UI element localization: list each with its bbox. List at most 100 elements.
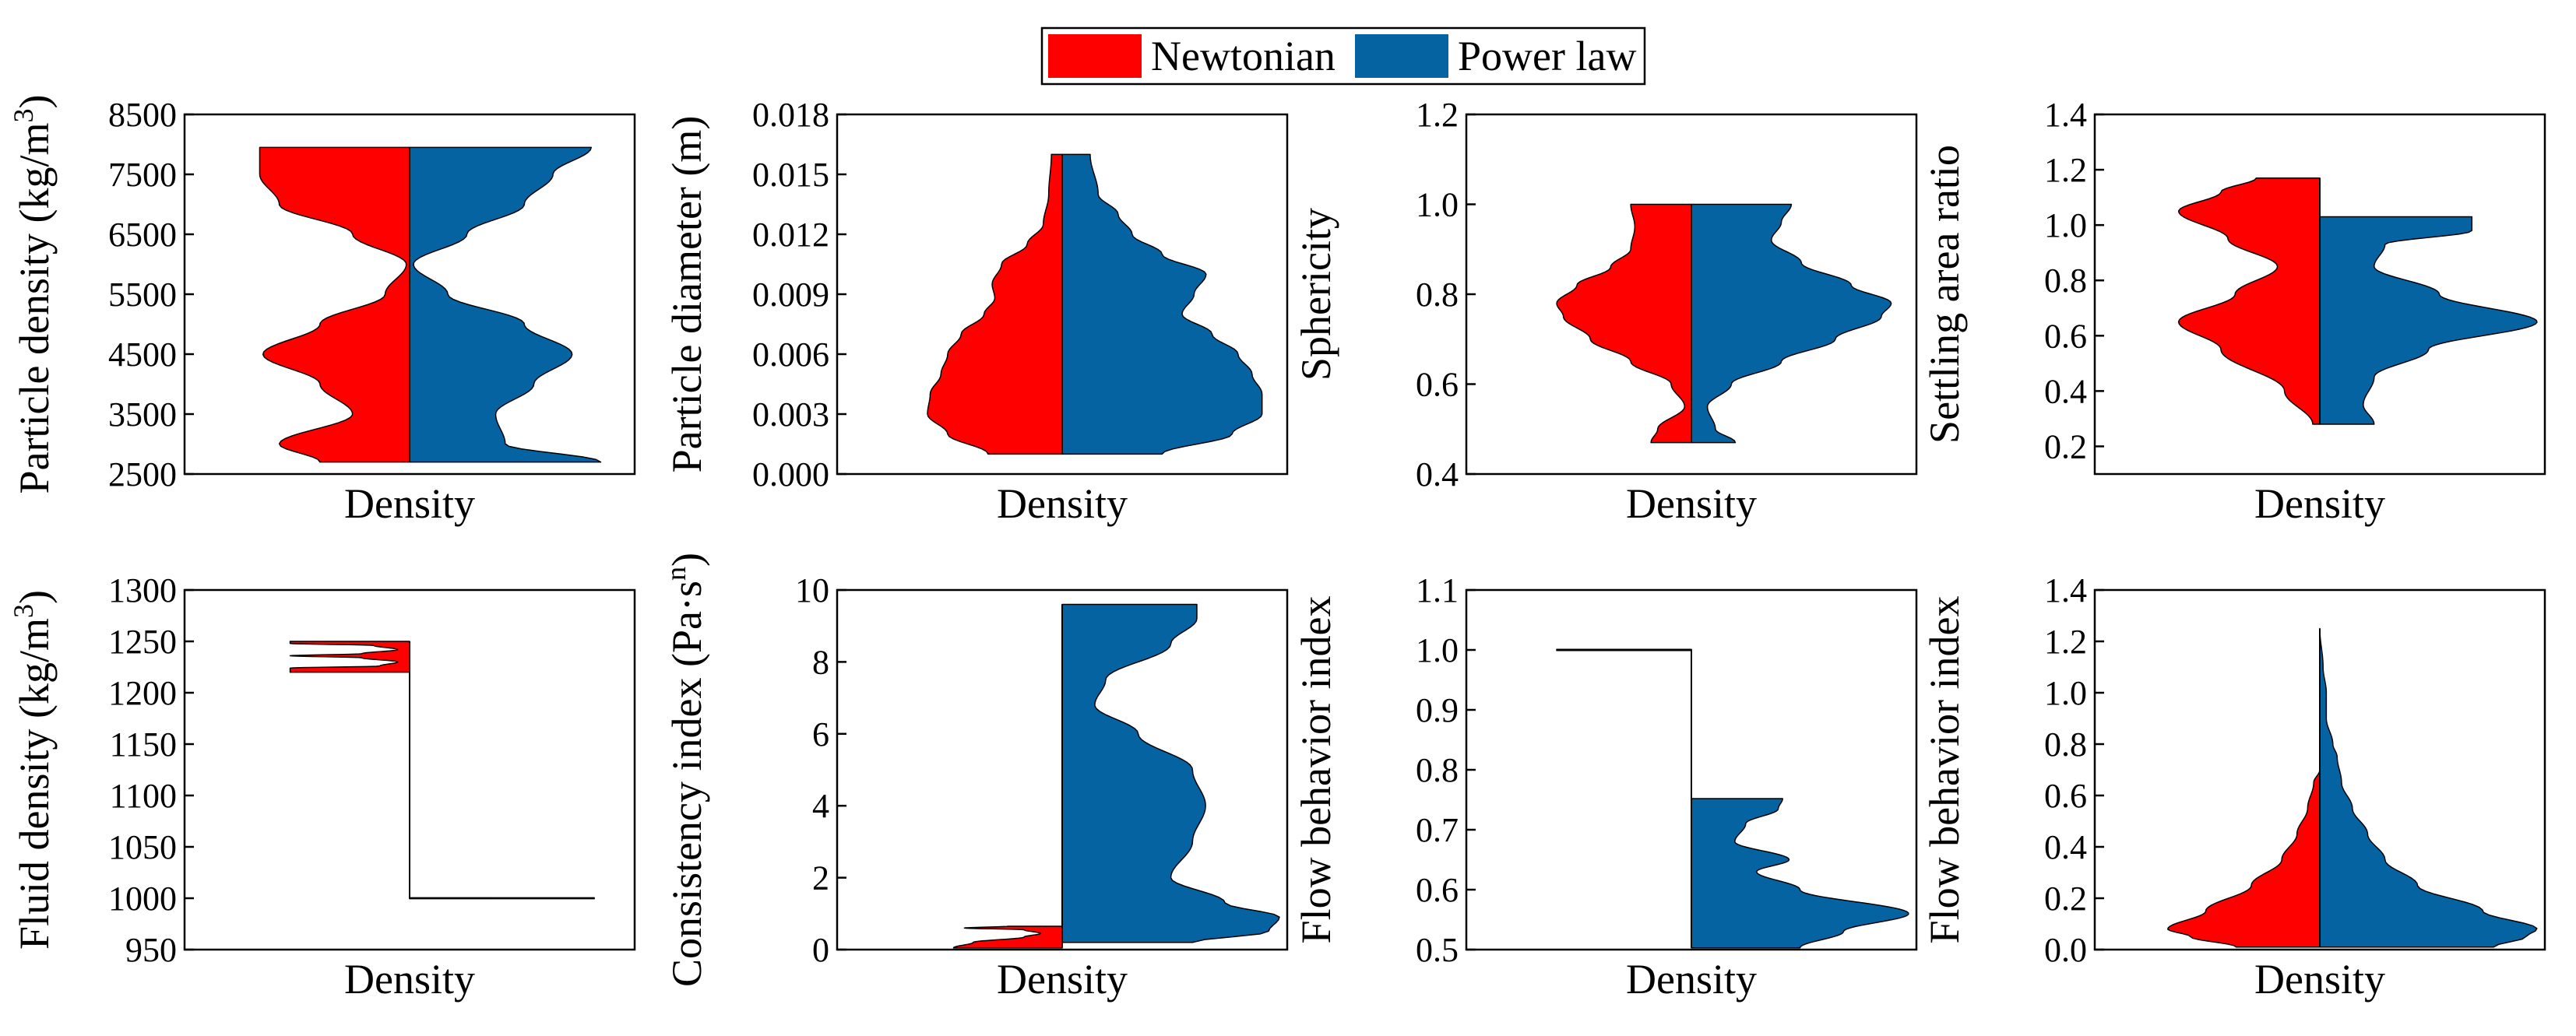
y-tick-label-5-7: 1300 [108,571,177,609]
y-tick-label-7-1: 0.6 [1416,871,1459,909]
y-tick-label-1-3: 5500 [108,276,177,314]
y-tick-label-4-3: 0.8 [2044,262,2087,300]
plot-frame-8 [2093,588,2546,951]
violin-power-law-4 [2319,216,2538,425]
violin-panel-5: 950 1000 1050 1100 1150 1200 1250 1300 Density Fl… [8,571,636,1003]
y-axis-label-7: Flow behavior index [1293,596,1339,944]
x-axis-label-8: Density [2254,956,2385,1003]
legend-label-power-law: Power law [1458,33,1636,79]
y-tick-label-7-3: 0.8 [1416,751,1459,789]
y-tick-label-4-0: 0.2 [2044,427,2087,465]
y-axis-label-text-5: Fluid density (kg/m [11,618,58,950]
y-tick-label-4-1: 0.4 [2044,372,2087,410]
y-tick-label-8-4: 0.8 [2044,725,2087,764]
violin-panel-6: 0 2 4 6 8 10 Density Consistency index (Pa·sn) [660,553,1289,1003]
y-tick-label-6-2: 4 [812,787,829,825]
y-axis-label-text-1: Particle density (kg/m [11,123,58,494]
violin-panel-4: 0.2 0.4 0.6 0.8 1.0 1.2 1.4 Density Settling are… [1921,96,2546,527]
y-axis-label-5: Fluid density (kg/m3) [8,590,58,950]
y-tick-label-1-2: 4500 [108,335,177,374]
legend-box [1040,26,1646,86]
y-tick-label-1-5: 7500 [108,156,177,194]
y-tick-label-8-3: 0.6 [2044,777,2087,815]
violin-panel-7: 0.5 0.6 0.7 0.8 0.9 1.0 1.1 Density Flow behavio… [1293,571,1918,1003]
violin-newtonian-6 [952,925,1063,949]
y-axis-label-text-4: Settling area ratio [1921,145,1968,444]
y-axis-label-tail-1: ) [11,95,58,109]
y-axis-label-text-2: Particle diameter (m) [663,116,710,473]
legend-swatch-newtonian [1048,34,1142,78]
y-tick-label-5-3: 1100 [110,777,177,815]
y-tick-label-2-6: 0.018 [752,96,829,134]
y-axis-label-text-3: Sphericity [1293,208,1339,381]
y-axis-label-superscript-1: 3 [8,109,39,123]
y-tick-label-1-1: 3500 [108,395,177,434]
y-tick-label-5-5: 1200 [108,674,177,712]
y-tick-label-1-0: 2500 [108,455,177,493]
y-tick-label-7-2: 0.7 [1416,811,1459,849]
violin-panel-2: 0.000 0.003 0.006 0.009 0.012 0.015 0.018 Densi… [663,96,1289,527]
violin-power-law-8 [2319,627,2538,948]
y-axis-label-8: Flow behavior index [1921,596,1968,944]
y-tick-label-6-3: 6 [812,715,829,753]
y-axis-label-text-7: Flow behavior index [1293,596,1339,944]
y-axis-label-tail-5: ) [11,590,58,604]
y-tick-label-8-2: 0.4 [2044,828,2087,866]
violin-power-law-1 [409,146,602,463]
y-tick-label-3-2: 0.8 [1416,276,1459,314]
y-tick-label-2-0: 0.000 [752,455,829,493]
violin-power-law-2 [1061,153,1263,455]
violin-panel-8: 0.0 0.2 0.4 0.6 0.8 1.0 1.2 1.4 Density Flow beha… [1921,571,2546,1003]
violin-newtonian-3 [1556,203,1692,444]
y-tick-label-6-5: 10 [795,571,829,609]
y-tick-label-4-6: 1.4 [2044,96,2087,134]
y-axis-label-text-6: Consistency index (Pa·s [663,581,710,987]
y-tick-label-2-4: 0.012 [752,216,829,254]
y-tick-label-3-1: 0.6 [1416,366,1459,404]
violin-newtonian-1 [259,146,410,463]
y-axis-label-4: Settling area ratio [1921,145,1968,444]
x-axis-label-5: Density [344,956,475,1003]
y-tick-label-3-3: 1.0 [1416,186,1459,224]
y-tick-label-8-7: 1.4 [2044,571,2087,609]
violin-newtonian-7 [1556,648,1692,651]
y-tick-label-5-2: 1050 [108,828,177,866]
x-axis-label-7: Density [1626,956,1757,1003]
plot-frame-5 [183,588,636,951]
y-tick-label-7-0: 0.5 [1416,931,1459,969]
y-axis-label-superscript-5: 3 [8,604,39,618]
x-axis-label-2: Density [997,480,1128,527]
y-tick-label-6-0: 0 [812,931,829,969]
y-tick-label-4-4: 1.0 [2044,206,2087,244]
y-tick-label-2-5: 0.015 [752,156,829,194]
y-tick-label-2-2: 0.006 [752,335,829,374]
legend-swatch-power-law [1355,34,1448,78]
y-tick-label-7-6: 1.1 [1416,571,1459,609]
y-tick-label-1-4: 6500 [108,216,177,254]
plot-frame-4 [2093,113,2546,476]
y-axis-label-1: Particle density (kg/m3) [8,95,58,494]
y-tick-label-7-5: 1.0 [1416,631,1459,669]
y-tick-label-5-1: 1000 [108,880,177,918]
y-axis-label-3: Sphericity [1293,208,1339,381]
violin-panel-1: 2500 3500 4500 5500 6500 7500 8500 Density Parti… [8,95,636,527]
y-tick-label-8-5: 1.0 [2044,674,2087,712]
legend-label-newtonian: Newtonian [1151,33,1336,79]
x-axis-label-3: Density [1626,480,1757,527]
y-tick-label-3-4: 1.2 [1416,96,1459,134]
y-tick-label-8-1: 0.2 [2044,880,2087,918]
x-axis-label-6: Density [997,956,1128,1003]
y-tick-label-8-0: 0.0 [2044,931,2087,969]
x-axis-label-1: Density [344,480,475,527]
y-tick-label-4-5: 1.2 [2044,151,2087,189]
y-axis-label-superscript-6: n [660,567,692,581]
legend: Newtonian Power law [1040,26,1646,86]
y-axis-label-tail-6: ) [663,553,710,567]
y-tick-label-2-1: 0.003 [752,395,829,434]
y-tick-label-1-6: 8500 [108,96,177,134]
y-tick-label-5-4: 1150 [110,725,177,764]
y-axis-label-2: Particle diameter (m) [663,116,710,473]
y-tick-label-6-1: 2 [812,859,829,897]
y-tick-label-6-4: 8 [812,643,829,681]
